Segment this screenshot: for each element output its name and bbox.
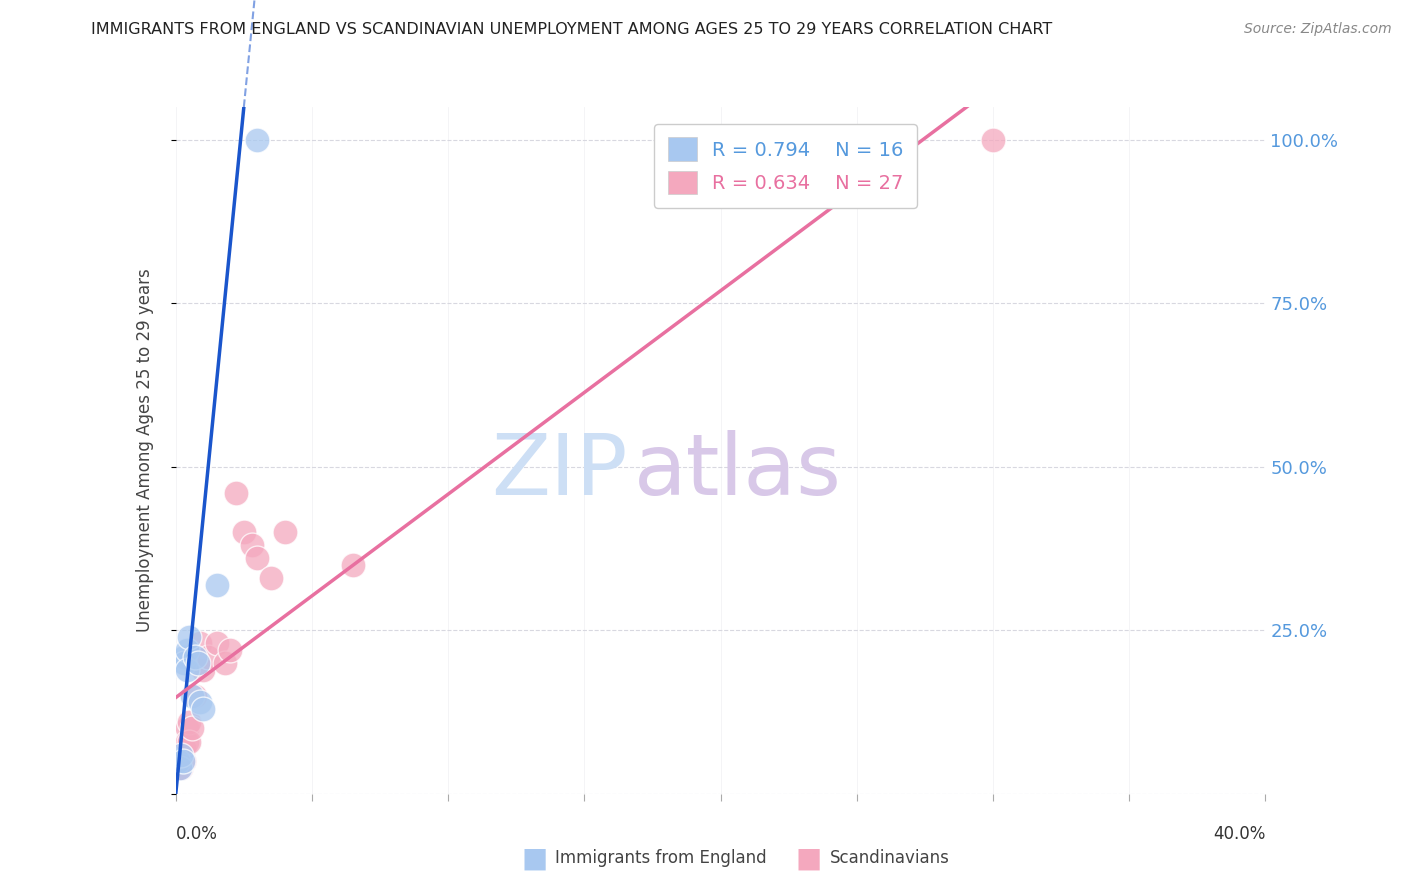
Point — [179, 714, 201, 729]
Point — [173, 649, 195, 664]
Point — [186, 656, 209, 670]
Point — [181, 689, 204, 703]
Point — [173, 754, 195, 768]
Point — [186, 656, 209, 670]
Point — [219, 643, 242, 657]
Point — [173, 741, 195, 756]
Point — [167, 761, 190, 775]
Point — [191, 663, 214, 677]
Point — [246, 133, 269, 147]
Point — [188, 695, 211, 709]
Point — [188, 636, 211, 650]
Point — [179, 630, 201, 644]
Point — [205, 636, 228, 650]
Point — [167, 754, 190, 768]
Text: Scandinavians: Scandinavians — [830, 849, 949, 867]
Point — [181, 722, 204, 736]
Text: Immigrants from England: Immigrants from England — [555, 849, 768, 867]
Point — [184, 649, 207, 664]
Text: Source: ZipAtlas.com: Source: ZipAtlas.com — [1244, 22, 1392, 37]
Text: IMMIGRANTS FROM ENGLAND VS SCANDINAVIAN UNEMPLOYMENT AMONG AGES 25 TO 29 YEARS C: IMMIGRANTS FROM ENGLAND VS SCANDINAVIAN … — [91, 22, 1053, 37]
Point — [342, 558, 364, 572]
Point — [197, 649, 219, 664]
Point — [170, 761, 193, 775]
Point — [167, 754, 190, 768]
Point — [214, 656, 236, 670]
Point — [205, 577, 228, 591]
Point — [260, 571, 283, 585]
Point — [176, 734, 198, 748]
Text: atlas: atlas — [633, 430, 841, 513]
Point — [184, 689, 207, 703]
Point — [240, 538, 263, 552]
Point — [191, 702, 214, 716]
Point — [176, 643, 198, 657]
Point — [232, 525, 254, 540]
Point — [176, 663, 198, 677]
Text: 0.0%: 0.0% — [176, 825, 218, 843]
Text: ■: ■ — [522, 844, 547, 872]
Point — [170, 747, 193, 762]
Point — [172, 754, 194, 768]
Legend: R = 0.794    N = 16, R = 0.634    N = 27: R = 0.794 N = 16, R = 0.634 N = 27 — [654, 124, 917, 208]
Point — [179, 734, 201, 748]
Y-axis label: Unemployment Among Ages 25 to 29 years: Unemployment Among Ages 25 to 29 years — [136, 268, 155, 632]
Text: ■: ■ — [796, 844, 821, 872]
Point — [169, 761, 191, 775]
Point — [176, 722, 198, 736]
Point — [173, 656, 195, 670]
Point — [225, 486, 247, 500]
Point — [981, 133, 1004, 147]
Text: ZIP: ZIP — [492, 430, 628, 513]
Text: 40.0%: 40.0% — [1213, 825, 1265, 843]
Point — [170, 747, 193, 762]
Point — [246, 551, 269, 566]
Point — [274, 525, 297, 540]
